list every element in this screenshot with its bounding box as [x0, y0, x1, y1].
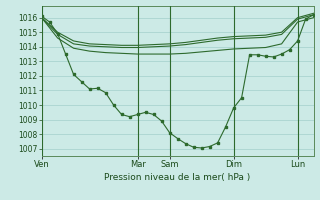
X-axis label: Pression niveau de la mer( hPa ): Pression niveau de la mer( hPa )	[104, 173, 251, 182]
